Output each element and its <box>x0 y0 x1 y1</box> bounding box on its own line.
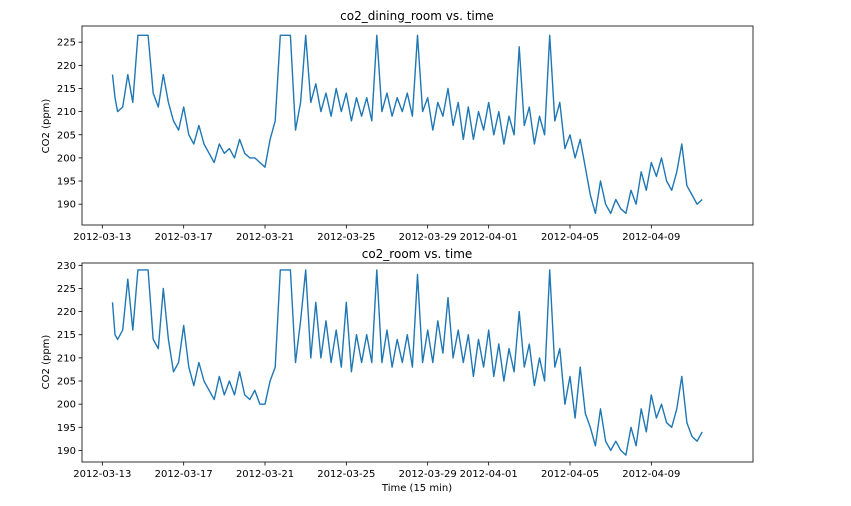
y-tick-label: 190 <box>57 200 76 211</box>
x-tick-label: 2012-04-09 <box>622 232 680 243</box>
x-tick-label: 2012-03-21 <box>236 469 294 480</box>
y-tick-label: 230 <box>57 261 76 272</box>
x-tick-label: 2012-04-01 <box>460 232 518 243</box>
x-tick-label: 2012-03-25 <box>317 469 375 480</box>
x-tick-label: 2012-03-29 <box>399 232 457 243</box>
x-tick-label: 2012-03-13 <box>73 469 131 480</box>
x-tick-label: 2012-03-17 <box>155 469 213 480</box>
x-tick-label: 2012-03-13 <box>73 232 131 243</box>
y-tick-label: 215 <box>57 84 76 95</box>
x-axis-ticks: 2012-03-13 2012-03-17 2012-03-21 2012-03-25… <box>73 462 680 480</box>
y-tick-label: 220 <box>57 61 76 72</box>
chart-dining-room: co2_dining_room vs. time CO2 (ppm) 2012-… <box>41 9 754 243</box>
plot-frame <box>81 25 754 226</box>
y-tick-label: 200 <box>57 153 76 164</box>
x-tick-label: 2012-03-17 <box>155 232 213 243</box>
x-tick-label: 2012-04-09 <box>622 469 680 480</box>
x-tick-label: 2012-03-21 <box>236 232 294 243</box>
x-tick-label: 2012-03-25 <box>317 232 375 243</box>
chart-title: co2_dining_room vs. time <box>340 9 494 23</box>
y-tick-label: 210 <box>57 107 76 118</box>
plot-frame <box>81 262 754 463</box>
x-tick-label: 2012-04-05 <box>541 232 599 243</box>
y-tick-label: 220 <box>57 307 76 318</box>
y-tick-label: 190 <box>57 446 76 457</box>
series-line <box>111 269 703 456</box>
y-axis-ticks: 190 195 200 205 210 215 220 225 230 <box>57 261 82 457</box>
series-line <box>111 34 703 215</box>
x-tick-label: 2012-04-05 <box>541 469 599 480</box>
y-tick-label: 205 <box>57 130 76 141</box>
y-tick-label: 210 <box>57 353 76 364</box>
y-tick-label: 225 <box>57 284 76 295</box>
y-tick-label: 195 <box>57 177 76 188</box>
y-tick-label: 215 <box>57 330 76 341</box>
x-tick-label: 2012-04-01 <box>460 469 518 480</box>
y-tick-label: 195 <box>57 423 76 434</box>
y-tick-label: 200 <box>57 400 76 411</box>
y-axis-ticks: 190 195 200 205 210 215 220 225 <box>57 38 82 211</box>
x-tick-label: 2012-03-29 <box>399 469 457 480</box>
y-tick-label: 205 <box>57 377 76 388</box>
x-axis-label: Time (15 min) <box>381 483 452 494</box>
chart-title: co2_room vs. time <box>362 247 473 261</box>
y-axis-label: CO2 (ppm) <box>41 99 52 154</box>
y-tick-label: 225 <box>57 38 76 49</box>
x-axis-ticks: 2012-03-13 2012-03-17 2012-03-21 2012-03-25… <box>73 225 680 243</box>
chart-room: co2_room vs. time CO2 (ppm) Time (15 min… <box>41 247 754 494</box>
y-axis-label: CO2 (ppm) <box>41 335 52 390</box>
